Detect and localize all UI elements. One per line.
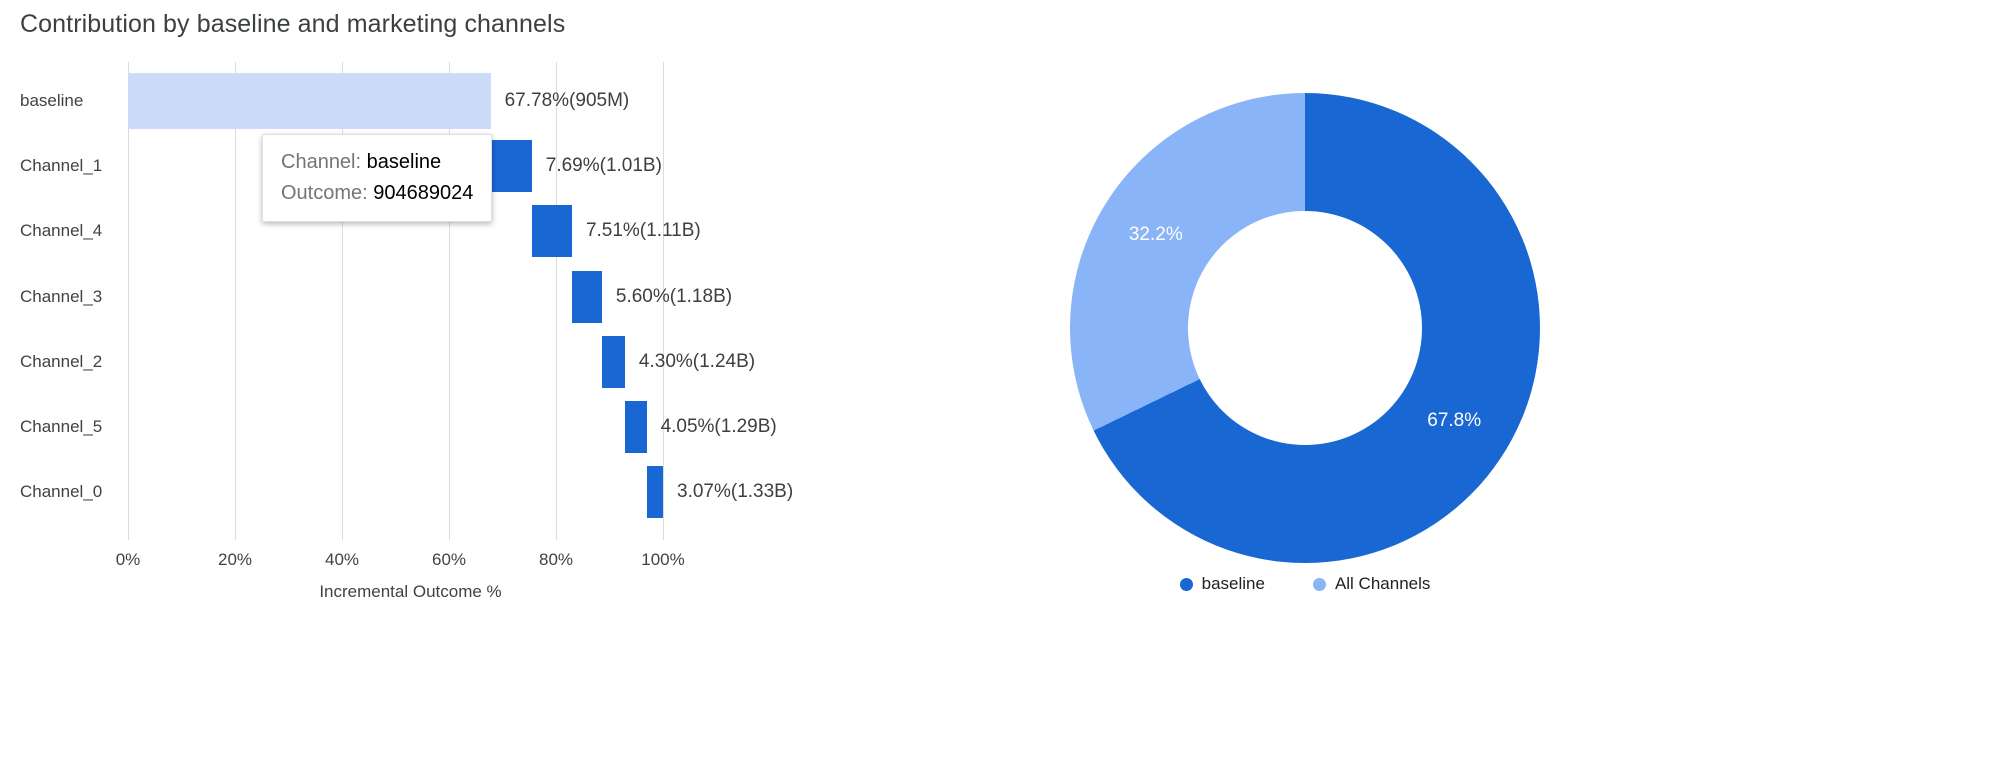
bar-value-label: 4.30%(1.24B) [638,350,756,372]
bar-value-label: 4.05%(1.29B) [660,416,777,437]
waterfall-bar-baseline[interactable] [128,73,491,129]
waterfall-chart: Contribution by baseline and marketing c… [20,10,960,670]
legend-label: All Channels [1334,574,1431,593]
x-axis-tick: 20% [217,550,253,569]
tooltip-outcome-row: Outcome: 904689024 [281,178,473,209]
y-axis-label-Channel_0: Channel_0 [20,482,103,502]
donut-legend: baseline All Channels [1070,574,1540,594]
tooltip-channel-row: Channel: baseline [281,147,473,178]
x-axis-tick: 0% [115,550,141,569]
legend-dot [1179,577,1193,591]
waterfall-bar-Channel_1[interactable] [490,140,532,193]
waterfall-bar-Channel_3[interactable] [571,270,602,323]
donut-chart: 67.8% 32.2% [1070,93,1540,563]
y-axis-label-Channel_1: Channel_1 [20,156,103,176]
x-axis-tick: 100% [641,550,685,569]
gridline [663,62,664,540]
y-axis-label-Channel_4: Channel_4 [20,221,103,241]
waterfall-bar-Channel_5[interactable] [624,401,647,453]
y-axis-label-Channel_2: Channel_2 [20,351,103,371]
waterfall-bar-Channel_4[interactable] [531,205,572,258]
legend-label: baseline [1201,574,1265,593]
gridline [449,62,450,540]
x-axis-tick: 80% [538,550,574,569]
gridline [342,62,343,540]
x-axis-title: Incremental Outcome % [319,582,502,601]
bar-value-label: 7.69%(1.01B) [545,155,662,177]
x-axis-tick: 60% [431,550,467,569]
x-axis-tick: 40% [324,550,360,569]
y-axis-label-baseline: baseline [20,91,84,110]
y-axis-label-Channel_5: Channel_5 [20,417,103,436]
gridline [128,62,129,540]
tooltip-channel-value: baseline [366,151,442,173]
bar-value-label: 67.78%(905M) [504,90,630,111]
waterfall-bar-Channel_2[interactable] [601,335,625,388]
legend-item-baseline[interactable]: baseline [1179,574,1265,594]
y-axis-label-Channel_3: Channel_3 [20,286,103,306]
legend-item-all-channels[interactable]: All Channels [1312,574,1431,594]
waterfall-bar-Channel_0[interactable] [646,466,663,519]
gridline [556,62,557,540]
bar-value-label: 3.07%(1.33B) [677,481,794,503]
donut-slice-label-all-channels: 32.2% [1128,223,1183,245]
legend-dot [1312,577,1326,591]
waterfall-plot: 0% 20% 40% 60% 80% 100% 67.78%(905M) 7.69%(1.01… [116,62,793,569]
chart-title: Contribution by baseline and marketing c… [20,10,566,38]
bar-value-label: 5.60%(1.18B) [615,285,733,307]
donut-slice-label-baseline: 67.8% [1427,410,1482,432]
bar-value-label: 7.51%(1.11B) [585,220,701,242]
gridline [235,62,236,540]
tooltip-channel-label: Channel: [281,151,362,173]
chart-tooltip: Channel: baseline Outcome: 904689024 [262,134,493,222]
tooltip-outcome-value: 904689024 [373,182,474,204]
donut-hole [1188,211,1422,445]
tooltip-outcome-label: Outcome: [281,182,368,204]
